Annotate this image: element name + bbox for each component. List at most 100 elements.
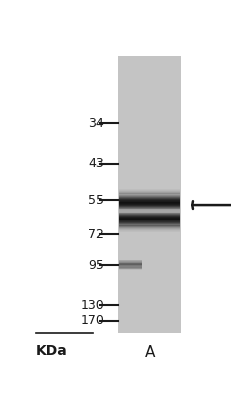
Polygon shape bbox=[119, 269, 142, 270]
Polygon shape bbox=[119, 220, 180, 221]
Polygon shape bbox=[119, 201, 180, 202]
Polygon shape bbox=[119, 192, 180, 193]
Polygon shape bbox=[119, 211, 180, 212]
Polygon shape bbox=[119, 191, 180, 192]
Polygon shape bbox=[119, 264, 142, 265]
Polygon shape bbox=[119, 266, 142, 267]
Polygon shape bbox=[119, 56, 181, 333]
Polygon shape bbox=[119, 229, 180, 230]
Polygon shape bbox=[119, 224, 180, 225]
Polygon shape bbox=[119, 206, 180, 207]
Polygon shape bbox=[119, 227, 180, 228]
Polygon shape bbox=[119, 215, 180, 216]
Polygon shape bbox=[119, 215, 180, 216]
Polygon shape bbox=[119, 269, 142, 270]
Polygon shape bbox=[119, 228, 180, 229]
Text: 130: 130 bbox=[80, 299, 104, 312]
Polygon shape bbox=[119, 205, 180, 206]
Polygon shape bbox=[119, 200, 180, 201]
Polygon shape bbox=[119, 265, 142, 266]
Polygon shape bbox=[119, 216, 180, 217]
Polygon shape bbox=[119, 208, 180, 209]
Polygon shape bbox=[119, 267, 142, 268]
Polygon shape bbox=[119, 222, 180, 223]
Polygon shape bbox=[119, 223, 180, 224]
Polygon shape bbox=[119, 195, 180, 196]
Polygon shape bbox=[119, 208, 180, 209]
Polygon shape bbox=[119, 194, 180, 195]
Polygon shape bbox=[119, 262, 142, 263]
Text: 170: 170 bbox=[80, 314, 104, 327]
Polygon shape bbox=[119, 199, 180, 200]
Polygon shape bbox=[119, 203, 180, 204]
Polygon shape bbox=[119, 191, 180, 192]
Polygon shape bbox=[119, 203, 180, 204]
Polygon shape bbox=[119, 222, 180, 223]
Polygon shape bbox=[119, 226, 180, 227]
Polygon shape bbox=[119, 214, 180, 215]
Polygon shape bbox=[119, 210, 180, 211]
Polygon shape bbox=[119, 201, 180, 202]
Polygon shape bbox=[119, 260, 142, 261]
Text: A: A bbox=[145, 345, 155, 360]
Text: 34: 34 bbox=[88, 117, 104, 130]
Polygon shape bbox=[119, 226, 180, 227]
Polygon shape bbox=[119, 225, 180, 226]
Polygon shape bbox=[119, 217, 180, 218]
Polygon shape bbox=[119, 261, 142, 262]
Polygon shape bbox=[119, 268, 142, 269]
Polygon shape bbox=[119, 267, 142, 268]
Polygon shape bbox=[119, 212, 180, 213]
Polygon shape bbox=[119, 216, 180, 217]
Polygon shape bbox=[119, 260, 142, 261]
Polygon shape bbox=[119, 221, 180, 222]
Polygon shape bbox=[119, 205, 180, 206]
Polygon shape bbox=[119, 262, 142, 263]
Polygon shape bbox=[119, 213, 180, 214]
Polygon shape bbox=[119, 210, 180, 211]
Polygon shape bbox=[119, 261, 142, 262]
Polygon shape bbox=[119, 199, 180, 200]
Polygon shape bbox=[119, 227, 180, 228]
Polygon shape bbox=[119, 209, 180, 210]
Polygon shape bbox=[119, 212, 180, 213]
Polygon shape bbox=[119, 262, 142, 263]
Polygon shape bbox=[119, 224, 180, 225]
Polygon shape bbox=[119, 263, 142, 264]
Polygon shape bbox=[119, 196, 180, 197]
Polygon shape bbox=[119, 221, 180, 222]
Text: KDa: KDa bbox=[36, 344, 68, 358]
Polygon shape bbox=[119, 194, 180, 195]
Polygon shape bbox=[119, 218, 180, 219]
Polygon shape bbox=[119, 261, 142, 262]
Polygon shape bbox=[119, 210, 180, 211]
Polygon shape bbox=[119, 266, 142, 267]
Polygon shape bbox=[119, 229, 180, 230]
Polygon shape bbox=[119, 217, 180, 218]
Polygon shape bbox=[119, 265, 142, 266]
Polygon shape bbox=[119, 193, 180, 194]
Polygon shape bbox=[119, 206, 180, 207]
Polygon shape bbox=[119, 264, 142, 265]
Polygon shape bbox=[119, 266, 142, 267]
Text: 43: 43 bbox=[88, 157, 104, 170]
Polygon shape bbox=[119, 228, 180, 229]
Text: 72: 72 bbox=[88, 228, 104, 241]
Polygon shape bbox=[119, 211, 180, 212]
Polygon shape bbox=[119, 265, 142, 266]
Text: 95: 95 bbox=[88, 259, 104, 272]
Polygon shape bbox=[119, 192, 180, 193]
Polygon shape bbox=[119, 197, 180, 198]
Polygon shape bbox=[119, 210, 180, 211]
Polygon shape bbox=[119, 207, 180, 208]
Polygon shape bbox=[119, 198, 180, 199]
Polygon shape bbox=[119, 214, 180, 215]
Polygon shape bbox=[119, 196, 180, 197]
Polygon shape bbox=[119, 263, 142, 264]
Polygon shape bbox=[119, 219, 180, 220]
Polygon shape bbox=[119, 268, 142, 269]
Polygon shape bbox=[119, 219, 180, 220]
Polygon shape bbox=[119, 202, 180, 203]
Polygon shape bbox=[119, 204, 180, 205]
Text: 55: 55 bbox=[88, 194, 104, 207]
